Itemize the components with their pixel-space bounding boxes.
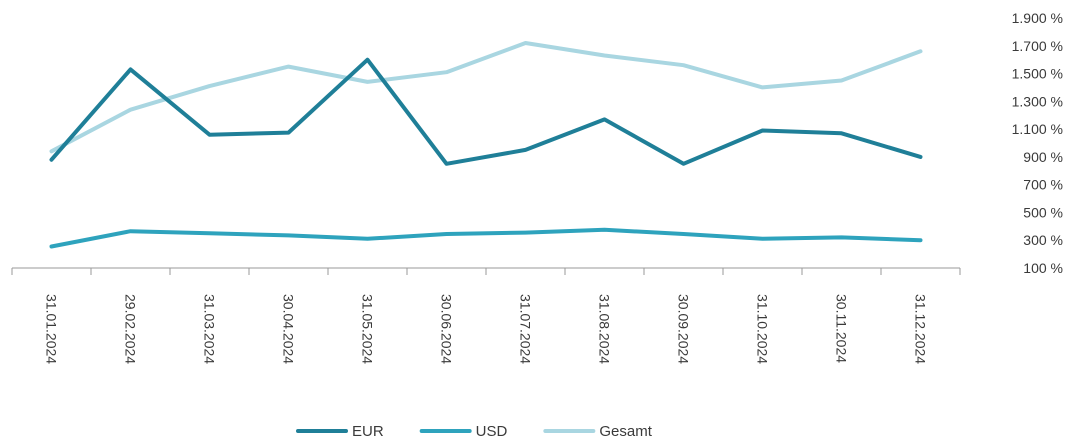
legend: EUR USD Gesamt [296, 423, 653, 440]
x-tick-label: 30.11.2024 [834, 294, 850, 363]
x-tick-label: 29.02.2024 [123, 294, 139, 364]
legend-label-eur: EUR [352, 423, 384, 440]
x-tick-label: 30.04.2024 [281, 294, 297, 364]
x-tick-label: 31.01.2024 [44, 294, 60, 364]
series-lines [49, 41, 923, 249]
series-line-eur [49, 57, 923, 166]
y-tick-label: 1.900 % [1012, 10, 1063, 26]
x-axis [11, 267, 961, 275]
legend-label-gesamt: Gesamt [599, 423, 652, 440]
y-tick-label: 1.700 % [1012, 38, 1063, 54]
y-tick-label: 700 % [1023, 177, 1063, 193]
x-tick-label: 31.03.2024 [202, 294, 218, 364]
x-axis-tick-labels: 31.01.2024 29.02.2024 31.03.2024 30.04.2024… [44, 294, 929, 364]
x-tick-label: 31.10.2024 [755, 294, 771, 364]
y-tick-label: 1.300 % [1012, 93, 1063, 109]
y-axis-tick-labels: 100 % 300 % 500 % 700 % 900 % 1.100 % 1.300 % 1… [1012, 10, 1063, 276]
y-tick-label: 500 % [1023, 204, 1063, 220]
x-tick-label: 30.09.2024 [676, 294, 692, 364]
y-tick-label: 900 % [1023, 149, 1063, 165]
y-tick-label: 300 % [1023, 232, 1063, 248]
legend-label-usd: USD [476, 423, 508, 440]
x-tick-label: 31.07.2024 [518, 294, 534, 364]
x-tick-label: 31.12.2024 [913, 294, 929, 364]
y-tick-label: 1.500 % [1012, 66, 1063, 82]
series-line-gesamt [49, 41, 923, 154]
x-tick-label: 31.08.2024 [597, 294, 613, 364]
x-tick-label: 30.06.2024 [439, 294, 455, 364]
x-tick-label: 31.05.2024 [360, 294, 376, 364]
y-tick-label: 100 % [1023, 260, 1063, 276]
series-line-usd [49, 227, 923, 249]
y-tick-label: 1.100 % [1012, 121, 1063, 137]
